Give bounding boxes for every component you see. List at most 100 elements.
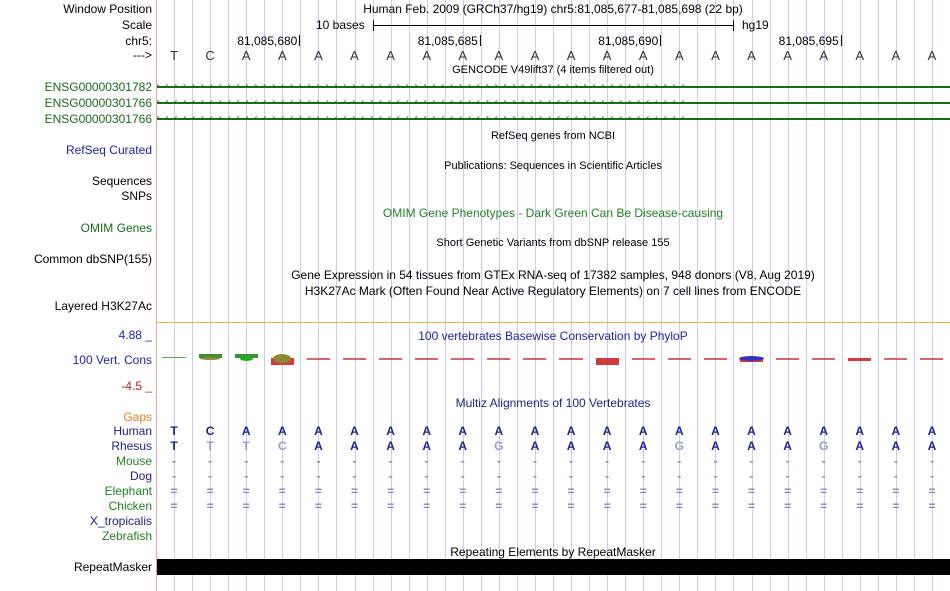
- multiz-species-row: Elephant = = = = = = = = = = = = = = = = = = = = = =: [0, 484, 950, 499]
- multiz-gap-double: =: [784, 484, 792, 498]
- multiz-gap-double: =: [170, 484, 178, 498]
- multiz-gap-dash: -: [352, 454, 357, 468]
- layered-h3k27ac-label[interactable]: Layered H3K27Ac: [54, 299, 152, 313]
- gencode-gene-track-1[interactable]: ‹‹‹‹‹‹‹‹‹‹‹‹‹‹‹‹‹‹‹‹‹‹‹‹‹‹‹‹‹‹‹‹‹‹‹‹‹‹‹‹…: [156, 96, 950, 109]
- publications-track-title: Publications: Sequences in Scientific Ar…: [444, 160, 662, 172]
- multiz-base: G: [674, 439, 684, 453]
- multiz-base: A: [891, 424, 901, 438]
- multiz-base: A: [927, 439, 937, 453]
- multiz-base: A: [458, 439, 468, 453]
- multiz-base: A: [530, 424, 540, 438]
- repeatmasker-track-title: Repeating Elements by RepeatMasker: [450, 545, 656, 559]
- sequence-base: A: [241, 48, 251, 63]
- multiz-gap-dash: -: [388, 469, 393, 483]
- sequence-base: A: [530, 48, 540, 63]
- gencode-gene-track-2[interactable]: ‹‹‹‹‹‹‹‹‹‹‹‹‹‹‹‹‹‹‹‹‹‹‹‹‹‹‹‹‹‹‹‹‹‹‹‹‹‹‹‹…: [156, 112, 950, 125]
- multiz-gap-dash: -: [677, 469, 682, 483]
- multiz-base: A: [386, 424, 395, 438]
- multiz-base: A: [783, 439, 792, 453]
- multiz-base: A: [566, 424, 576, 438]
- conservation-bar: [379, 358, 403, 360]
- multiz-gap-dash: -: [496, 469, 501, 483]
- ruler-tick-label: 81,085,695: [778, 34, 839, 48]
- conservation-bar: [920, 358, 944, 360]
- multiz-gap-dash: -: [352, 469, 357, 483]
- conservation-highlight: [239, 355, 253, 361]
- conservation-bar: [776, 358, 800, 360]
- conservation-bar: [487, 358, 511, 360]
- conservation-track-label[interactable]: 100 Vert. Cons: [72, 353, 152, 367]
- multiz-gap-dash: -: [244, 454, 249, 468]
- multiz-base: A: [855, 439, 865, 453]
- conservation-highlight: [273, 353, 292, 363]
- multiz-species-row: Dog - - - - - - - - - - - - - - - - - - - - - -: [0, 469, 950, 484]
- strand-arrow-label: --->: [133, 48, 152, 62]
- conservation-highlight: [738, 356, 765, 362]
- conservation-bar-chart: [156, 323, 950, 391]
- ruler-tick-mark: [479, 35, 481, 46]
- refseq-curated-label[interactable]: RefSeq Curated: [65, 143, 152, 157]
- dbsnp-track-title: Short Genetic Variants from dbSNP releas…: [436, 237, 670, 249]
- multiz-gap-double: =: [892, 499, 900, 513]
- conservation-bar: [306, 358, 330, 360]
- track-label-divider: [156, 0, 157, 591]
- multiz-base: A: [783, 424, 792, 438]
- multiz-gap-dash: -: [893, 469, 898, 483]
- gencode-gene-track-0[interactable]: ››››››››››››››››››››››››››››››››››››››››…: [156, 80, 950, 93]
- multiz-base: A: [638, 424, 648, 438]
- multiz-gap-dash: -: [713, 454, 718, 468]
- multiz-gap-double: =: [928, 499, 936, 513]
- gencode-gene-label-1[interactable]: ENSG00000301766: [44, 96, 152, 110]
- multiz-species-label-chicken[interactable]: Chicken: [108, 499, 152, 513]
- sequence-base: A: [602, 48, 612, 63]
- multiz-species-label-mouse[interactable]: Mouse: [115, 454, 152, 468]
- multiz-species-label-human[interactable]: Human: [113, 424, 152, 438]
- multiz-species-label-dog[interactable]: Dog: [129, 469, 152, 483]
- multiz-species-label-x_tropicalis[interactable]: X_tropicalis: [89, 514, 152, 528]
- multiz-gap-double: =: [603, 499, 611, 513]
- conservation-bar: [848, 358, 872, 362]
- multiz-gaps-label[interactable]: Gaps: [123, 410, 152, 424]
- multiz-gap-double: =: [567, 484, 575, 498]
- ruler-ticks: 81,085,680 81,085,685 81,085,690 81,085,695: [156, 34, 950, 49]
- repeatmasker-label[interactable]: RepeatMasker: [73, 560, 152, 574]
- multiz-gap-dash: -: [316, 454, 321, 468]
- publications-snps-label[interactable]: SNPs: [121, 189, 152, 203]
- chromosome-label: chr5:: [125, 34, 152, 48]
- multiz-gap-dash: -: [785, 454, 790, 468]
- sequence-base: A: [891, 48, 901, 63]
- gencode-gene-label-0[interactable]: ENSG00000301782: [44, 80, 152, 94]
- multiz-base: A: [277, 424, 287, 438]
- multiz-species-label-elephant[interactable]: Elephant: [104, 484, 152, 498]
- multiz-species-label-rhesus[interactable]: Rhesus: [111, 439, 152, 453]
- gencode-gene-label-2[interactable]: ENSG00000301766: [44, 112, 152, 126]
- multiz-gap-dash: -: [208, 469, 213, 483]
- conservation-highlight: [200, 356, 221, 360]
- omim-track-title: OMIM Gene Phenotypes - Dark Green Can Be…: [382, 206, 724, 220]
- publications-sequences-label[interactable]: Sequences: [91, 174, 152, 188]
- sequence-base: A: [494, 48, 504, 63]
- multiz-base: A: [494, 424, 504, 438]
- multiz-gap-double: =: [350, 499, 358, 513]
- repeatmasker-feature-bar[interactable]: [156, 559, 950, 575]
- conservation-track-title: 100 vertebrates Basewise Conservation by…: [418, 329, 688, 343]
- multiz-gap-double: =: [387, 499, 395, 513]
- gene-strand-arrows-reverse: ‹‹‹‹‹‹‹‹‹‹‹‹‹‹‹‹‹‹‹‹‹‹‹‹‹‹‹‹‹‹‹‹‹‹‹‹‹‹‹‹…: [156, 113, 690, 124]
- conservation-bar: [415, 358, 439, 360]
- multiz-base: A: [566, 439, 576, 453]
- scale-bar-graphic: [373, 20, 734, 31]
- common-dbsnp-label[interactable]: Common dbSNP(155): [33, 252, 152, 266]
- multiz-gap-double: =: [170, 499, 178, 513]
- multiz-gap-dash: -: [929, 469, 934, 483]
- multiz-gap-dash: -: [893, 454, 898, 468]
- omim-genes-label[interactable]: OMIM Genes: [80, 221, 152, 235]
- multiz-gap-double: =: [784, 499, 792, 513]
- sequence-base: A: [566, 48, 576, 63]
- multiz-species-label-zebrafish[interactable]: Zebrafish: [101, 529, 152, 543]
- multiz-gap-double: =: [639, 499, 647, 513]
- multiz-gap-double: =: [747, 499, 755, 513]
- multiz-base: A: [711, 439, 720, 453]
- sequence-base: A: [277, 48, 287, 63]
